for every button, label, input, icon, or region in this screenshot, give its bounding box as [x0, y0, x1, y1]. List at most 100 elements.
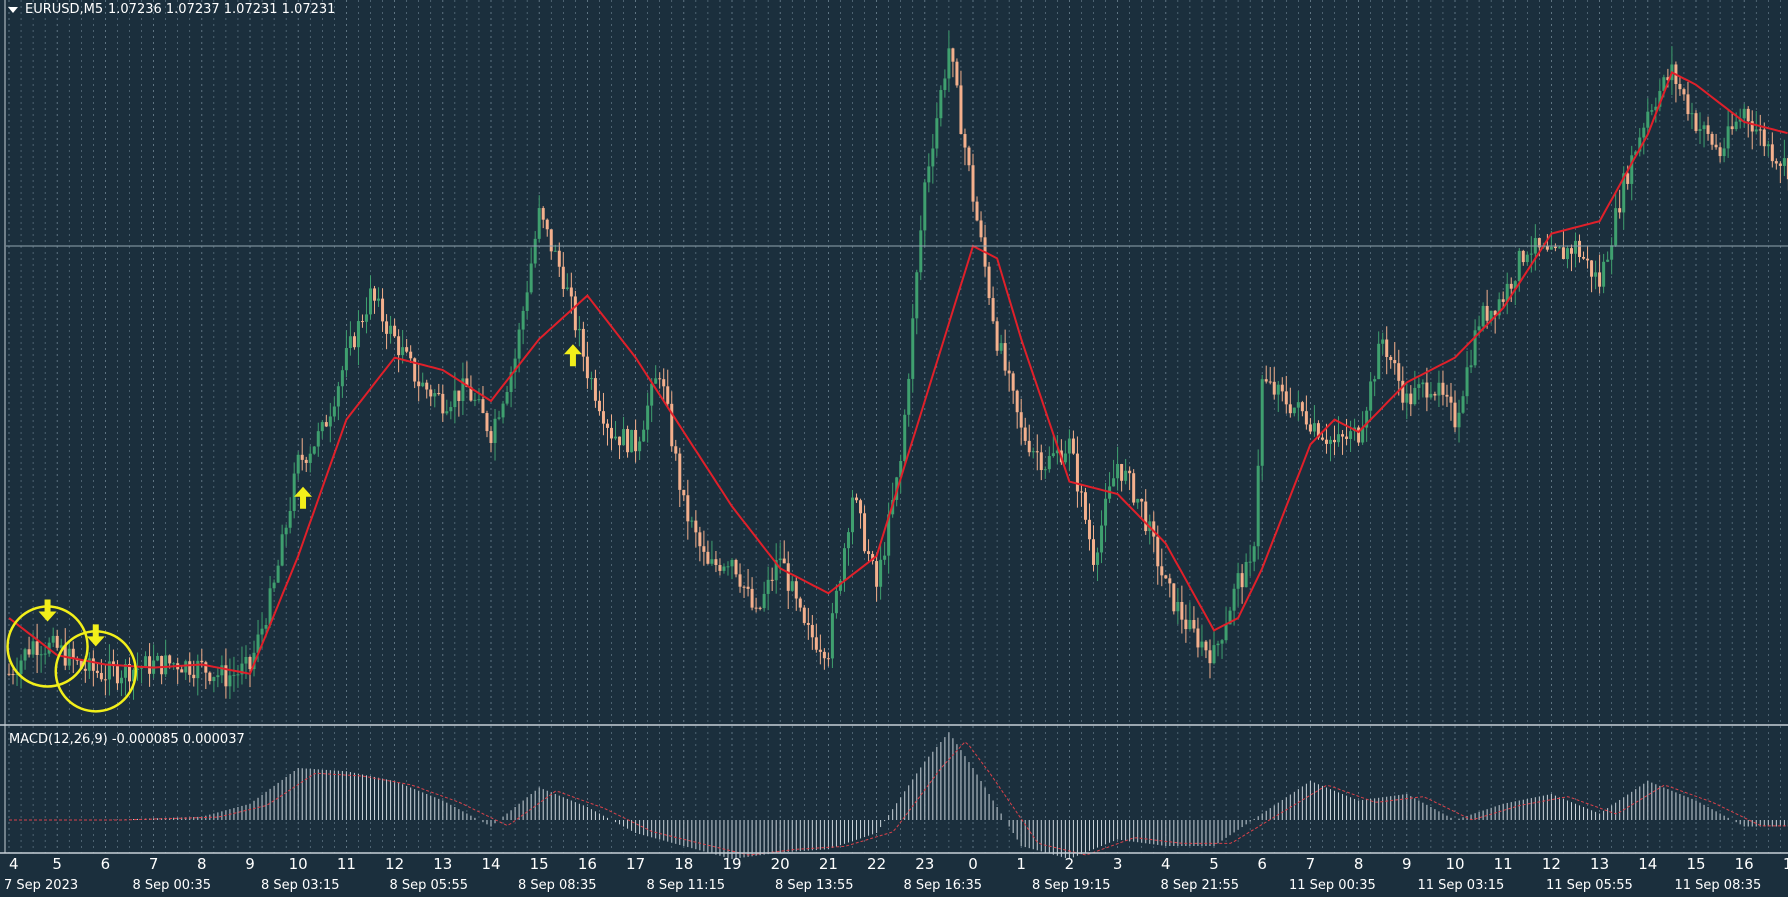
candle-body: [1284, 391, 1288, 405]
candle-body: [1055, 450, 1059, 454]
candle-body: [1553, 246, 1557, 249]
candle-body: [1272, 381, 1276, 395]
candle-body: [425, 382, 429, 390]
candle-body: [722, 566, 726, 571]
candle-body: [955, 61, 959, 86]
candle-body: [678, 453, 682, 490]
candle-body: [638, 441, 642, 452]
candle-body: [1778, 163, 1782, 166]
candle-body: [549, 229, 553, 252]
candle-body: [23, 649, 27, 661]
candle-body: [377, 298, 381, 301]
candle-body: [1220, 640, 1224, 644]
date-tick-label: 11 Sep 05:55: [1546, 878, 1633, 893]
candle-body: [1112, 478, 1116, 487]
candle-body: [822, 651, 826, 659]
hour-tick-label: 1: [1016, 855, 1026, 873]
candle-body: [268, 588, 272, 625]
candle-body: [1164, 575, 1168, 579]
candle-body: [907, 378, 911, 415]
triangle-down-icon[interactable]: [8, 7, 18, 13]
candle-body: [1204, 641, 1208, 651]
hour-tick-label: 8: [1354, 855, 1364, 873]
candle-body: [1152, 521, 1156, 537]
date-tick-label: 8 Sep 00:35: [133, 878, 212, 893]
candle-body: [1714, 144, 1718, 148]
candle-body: [1582, 256, 1586, 259]
candle-body: [1750, 121, 1754, 132]
candle-body: [867, 551, 871, 555]
candle-body: [1003, 343, 1007, 371]
hour-tick-label: 13: [1590, 855, 1609, 873]
candle-body: [1441, 382, 1445, 395]
candle-body: [188, 661, 192, 675]
candle-body: [43, 653, 47, 655]
candle-body: [1449, 396, 1453, 403]
candle-body: [509, 372, 513, 393]
candle-body: [1658, 90, 1662, 107]
candle-body: [610, 427, 613, 439]
candle-body: [260, 628, 264, 635]
candle-body: [1120, 463, 1124, 481]
candle-body: [1521, 250, 1525, 263]
candle-body: [1079, 491, 1083, 493]
candle-body: [951, 48, 955, 62]
candle-body: [1292, 407, 1296, 414]
candle-body: [1465, 367, 1469, 397]
candle-body: [581, 328, 585, 357]
candle-body: [654, 378, 658, 384]
candle-body: [714, 559, 718, 566]
candle-body: [855, 497, 859, 501]
candle-body: [136, 668, 140, 670]
candle-body: [288, 510, 292, 528]
candle-body: [605, 423, 609, 428]
candle-body: [1505, 283, 1509, 302]
quote-values: 1.07236 1.07237 1.07231 1.07231: [108, 2, 336, 17]
candle-body: [1513, 281, 1517, 289]
candle-body: [1642, 127, 1646, 138]
candle-body: [935, 118, 939, 149]
candle-body: [465, 378, 469, 387]
candle-body: [1469, 365, 1473, 368]
candle-body: [31, 641, 35, 655]
candle-body: [1236, 573, 1240, 589]
candle-body: [734, 559, 738, 575]
candle-body: [830, 613, 834, 659]
candle-body: [1031, 451, 1035, 453]
candle-body: [1569, 248, 1573, 254]
candle-body: [39, 654, 43, 656]
candle-body: [1124, 470, 1128, 481]
candle-body: [356, 321, 360, 348]
candle-body: [123, 664, 127, 678]
candle-body: [1537, 238, 1541, 248]
candle-body: [1786, 158, 1788, 180]
candle-body: [987, 266, 991, 299]
candle-body: [927, 166, 931, 183]
candle-body: [541, 208, 545, 220]
candle-body: [252, 652, 256, 670]
candle-body: [128, 664, 131, 682]
candle-body: [1228, 610, 1232, 625]
date-tick-label: 8 Sep 21:55: [1161, 878, 1240, 893]
candle-body: [111, 661, 115, 667]
candle-body: [389, 325, 393, 334]
hour-tick-label: 14: [481, 855, 500, 873]
candle-body: [826, 658, 830, 660]
candle-body: [1156, 536, 1160, 567]
candle-body: [762, 593, 766, 609]
candle-body: [971, 165, 975, 202]
candle-body: [340, 370, 344, 387]
candle-body: [1216, 643, 1220, 646]
candle-body: [79, 660, 83, 669]
hour-tick-label: 18: [674, 855, 693, 873]
candle-body: [1610, 245, 1614, 260]
candle-body: [19, 660, 23, 674]
candle-body: [1401, 380, 1405, 403]
candle-body: [1602, 261, 1606, 287]
candle-body: [421, 382, 425, 387]
candle-body: [999, 343, 1003, 351]
candle-body: [449, 407, 453, 412]
hour-tick-label: 5: [1209, 855, 1219, 873]
hour-tick-label: 20: [771, 855, 790, 873]
